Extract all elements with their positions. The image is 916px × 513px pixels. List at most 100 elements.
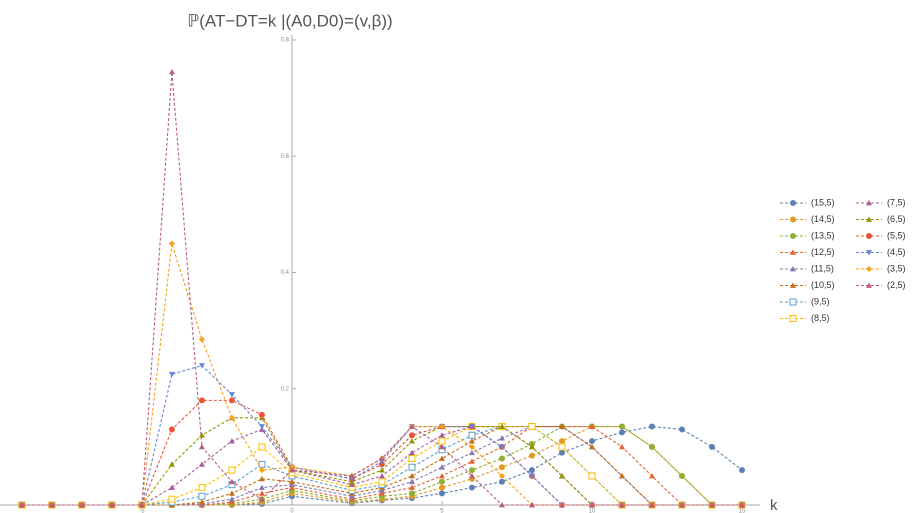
marker (528, 443, 535, 450)
marker (228, 414, 235, 421)
marker (378, 455, 385, 461)
legend-label: (5,5) (887, 230, 906, 240)
marker (648, 443, 655, 450)
marker (258, 475, 265, 482)
marker (648, 423, 655, 430)
x-axis-label: k (770, 497, 778, 513)
marker (678, 502, 685, 508)
marker (108, 502, 115, 508)
marker (438, 437, 446, 445)
marker (618, 472, 625, 479)
marker (558, 423, 565, 429)
marker (438, 443, 445, 450)
marker (408, 472, 415, 479)
marker (408, 478, 415, 485)
marker (468, 438, 475, 444)
marker (288, 467, 295, 473)
legend-label: (12,5) (811, 247, 835, 257)
marker (468, 484, 475, 491)
marker (438, 464, 445, 470)
marker (648, 472, 655, 479)
marker (378, 472, 385, 479)
marker (168, 371, 175, 378)
marker (198, 484, 206, 492)
marker (228, 490, 235, 496)
y-tick-label: 0.4 (281, 270, 290, 276)
legend-marker (790, 200, 796, 206)
marker (228, 466, 236, 474)
marker (438, 423, 445, 430)
marker (228, 496, 235, 502)
marker (438, 490, 445, 497)
legend-label: (10,5) (811, 280, 835, 290)
marker (78, 502, 85, 508)
marker (348, 481, 355, 488)
marker (18, 502, 25, 508)
marker (258, 443, 266, 451)
marker (648, 502, 655, 508)
marker (198, 499, 205, 505)
marker (438, 478, 445, 485)
marker (378, 467, 385, 473)
marker (498, 472, 505, 479)
marker (378, 478, 386, 486)
marker (288, 478, 295, 485)
legend-marker (866, 250, 872, 256)
marker (498, 478, 505, 485)
marker (198, 461, 205, 467)
x-tick-label: -5 (139, 509, 145, 513)
marker (408, 449, 415, 456)
legend-marker (866, 233, 872, 239)
marker (408, 432, 415, 439)
marker (258, 484, 265, 490)
marker (198, 336, 205, 343)
marker (168, 495, 176, 503)
marker (528, 502, 535, 508)
marker (588, 443, 595, 450)
marker (558, 438, 565, 445)
legend-marker (866, 200, 872, 206)
y-tick-label: 0.8 (281, 38, 290, 44)
marker (498, 455, 505, 462)
legend-label: (14,5) (811, 214, 835, 224)
marker (408, 490, 415, 497)
legend-label: (13,5) (811, 230, 835, 240)
marker (258, 467, 265, 474)
marker (408, 455, 416, 462)
marker (408, 438, 415, 444)
marker (228, 397, 235, 404)
marker (678, 426, 685, 433)
marker (228, 478, 235, 485)
marker (528, 473, 535, 479)
marker (198, 492, 206, 500)
marker (468, 424, 475, 430)
marker (588, 423, 595, 429)
marker (228, 392, 235, 398)
marker (408, 484, 415, 490)
marker (468, 443, 475, 450)
marker (438, 455, 445, 461)
marker (588, 438, 595, 445)
marker (468, 449, 475, 456)
legend-marker (866, 216, 872, 222)
x-tick-label: 0 (290, 509, 294, 513)
legend-marker (789, 298, 797, 306)
marker (198, 432, 205, 438)
marker (258, 411, 265, 418)
marker (438, 432, 445, 438)
marker (378, 490, 385, 496)
marker (618, 443, 625, 450)
marker (198, 363, 205, 369)
legend-label: (11,5) (811, 263, 834, 273)
marker (258, 424, 265, 430)
marker (468, 458, 475, 464)
marker (348, 493, 355, 499)
marker (498, 502, 505, 508)
marker (618, 502, 625, 508)
marker (708, 443, 715, 450)
marker (348, 472, 355, 479)
marker (378, 487, 385, 493)
legend-marker (790, 249, 796, 255)
marker (498, 444, 505, 450)
